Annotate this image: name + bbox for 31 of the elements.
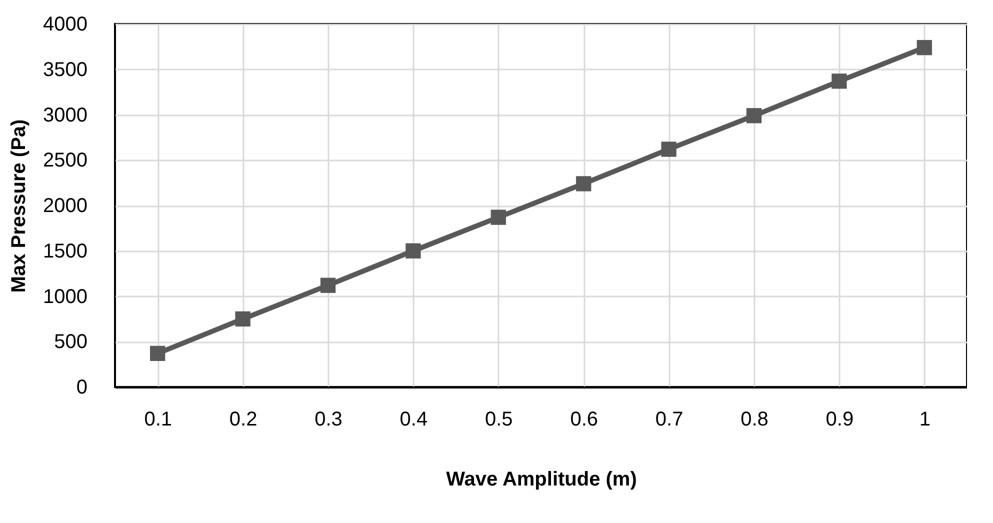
point: [406, 243, 421, 258]
x-tick-label: 0.5: [484, 408, 513, 430]
x-tick-label: 0.2: [229, 408, 258, 430]
x-tick-label: 0.7: [655, 408, 684, 430]
point: [320, 278, 336, 293]
point: [150, 346, 166, 362]
x-tick-label: 0.1: [144, 408, 172, 430]
y-tick-label: 1000: [43, 286, 88, 308]
y-tick-label: 3000: [43, 104, 88, 126]
point: [235, 311, 250, 327]
y-axis-title: Max Pressure (Pa): [8, 119, 30, 293]
x-tick-label: 0.3: [314, 408, 342, 430]
y-tick-label: 2000: [43, 195, 88, 217]
y-tick-label: 1500: [43, 240, 88, 262]
x-axis-title: Wave Amplitude (m): [446, 468, 637, 490]
y-tick-label: 4000: [43, 14, 88, 36]
x-tick-label: 0.8: [740, 408, 768, 430]
y-tick-label: 3500: [43, 58, 88, 81]
x-tick-label: 1: [919, 408, 930, 430]
x-tick-label: 0.6: [570, 408, 598, 430]
y-tick-label: 2500: [43, 150, 88, 172]
point: [916, 40, 932, 56]
point: [576, 176, 592, 192]
x-tick-label: 0.9: [826, 408, 854, 430]
point: [832, 74, 847, 89]
point: [746, 108, 762, 124]
y-tick-label: 0: [76, 376, 88, 398]
point: [661, 142, 676, 157]
point: [490, 210, 506, 225]
x-tick-label: 0.4: [400, 408, 428, 430]
y-tick-label: 500: [54, 331, 88, 354]
